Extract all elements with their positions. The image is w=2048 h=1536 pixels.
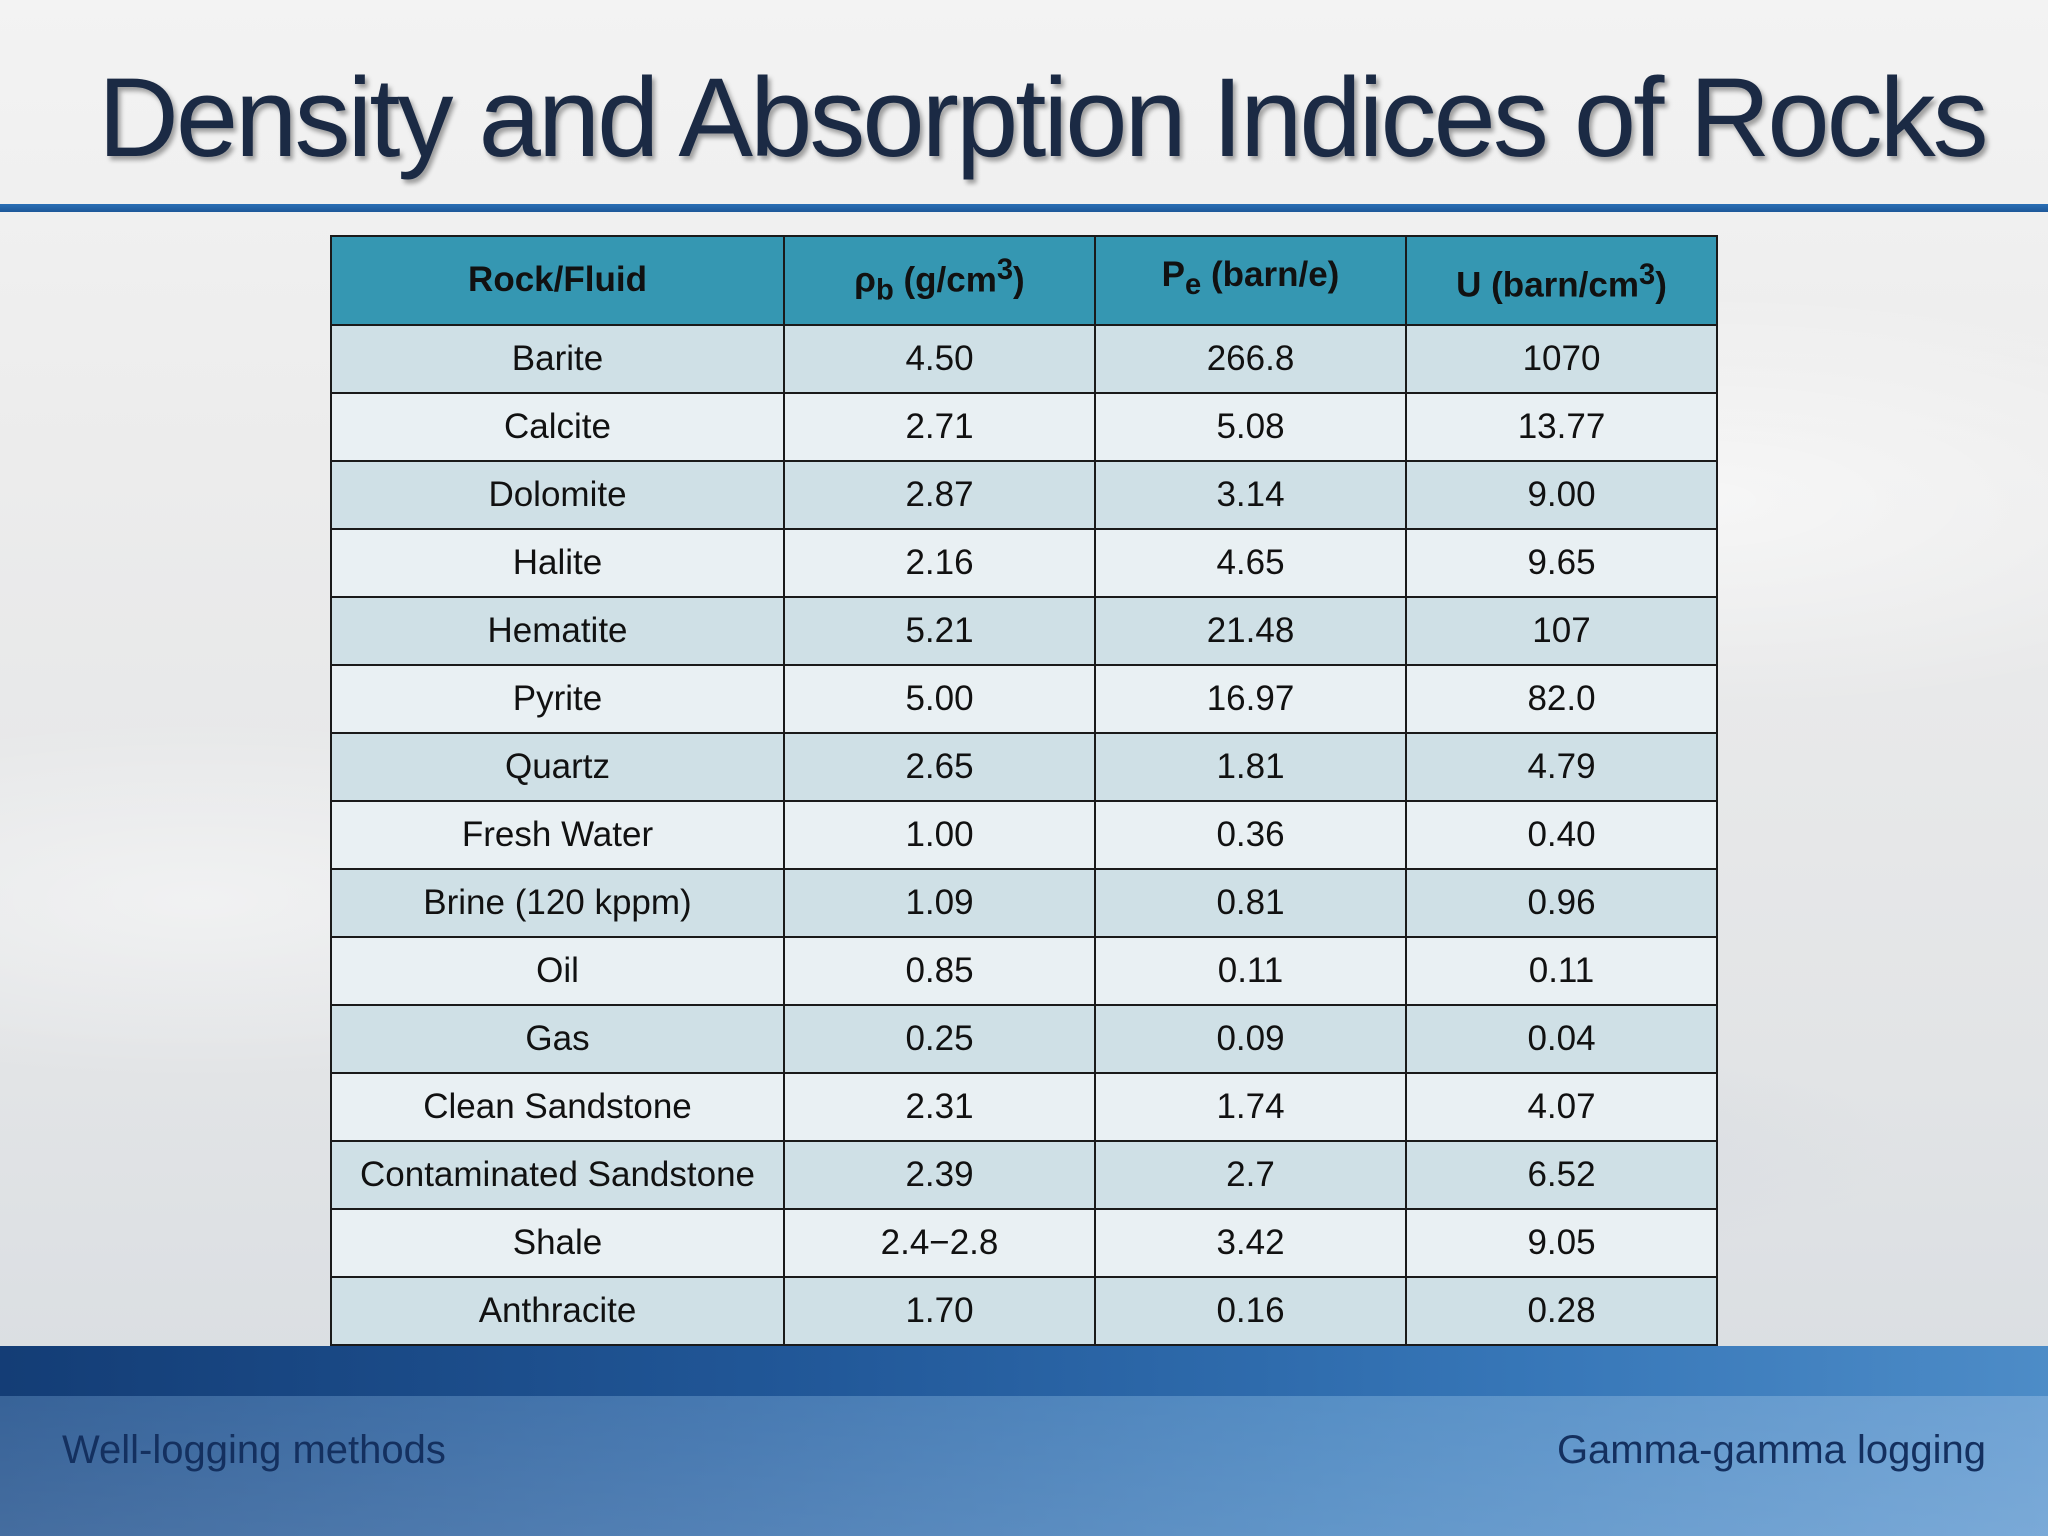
cell-rock-name: Quartz: [330, 731, 785, 802]
cell-density: 4.50: [783, 323, 1096, 394]
cell-density: 1.00: [783, 799, 1096, 870]
cell-rock-name: Halite: [330, 527, 785, 598]
header-density-subscript: b: [875, 274, 894, 307]
cell-rock-name: Contaminated Sandstone: [330, 1139, 785, 1210]
cell-pe: 5.08: [1094, 391, 1407, 462]
header-density-superscript: 3: [996, 254, 1014, 286]
cell-u: 4.07: [1405, 1071, 1718, 1142]
header-pe-unit: (barn/e): [1201, 255, 1340, 295]
table-row: Pyrite 5.00 16.97 82.0: [330, 663, 1718, 734]
header-u-close: ): [1655, 265, 1667, 305]
cell-u: 6.52: [1405, 1139, 1718, 1210]
cell-u: 9.05: [1405, 1207, 1718, 1278]
table-row: Shale 2.4−2.8 3.42 9.05: [330, 1207, 1718, 1278]
cell-density: 5.00: [783, 663, 1096, 734]
cell-u: 107: [1405, 595, 1718, 666]
cell-rock-name: Gas: [330, 1003, 785, 1074]
table-row: Hematite 5.21 21.48 107: [330, 595, 1718, 666]
cell-density: 1.09: [783, 867, 1096, 938]
cell-u: 0.11: [1405, 935, 1718, 1006]
cell-pe: 266.8: [1094, 323, 1407, 394]
cell-pe: 21.48: [1094, 595, 1407, 666]
cell-density: 2.4−2.8: [783, 1207, 1096, 1278]
cell-pe: 1.81: [1094, 731, 1407, 802]
header-u-label: U (barn/cm: [1456, 265, 1639, 305]
cell-pe: 3.42: [1094, 1207, 1407, 1278]
table-row: Barite 4.50 266.8 1070: [330, 323, 1718, 394]
cell-density: 2.65: [783, 731, 1096, 802]
cell-density: 0.25: [783, 1003, 1096, 1074]
cell-rock-name: Anthracite: [330, 1275, 785, 1346]
cell-density: 2.87: [783, 459, 1096, 530]
header-density-close: ): [1013, 260, 1025, 300]
rock-properties-table: Rock/Fluid ρb (g/cm3) Pe (barn/e) U (bar…: [330, 235, 1718, 1346]
cell-u: 0.28: [1405, 1275, 1718, 1346]
table-container: Rock/Fluid ρb (g/cm3) Pe (barn/e) U (bar…: [330, 235, 1718, 1346]
header-density-unit: (g/cm: [893, 260, 997, 300]
header-u-superscript: 3: [1638, 259, 1656, 291]
cell-u: 1070: [1405, 323, 1718, 394]
header-u: U (barn/cm3): [1405, 235, 1718, 326]
cell-rock-name: Pyrite: [330, 663, 785, 734]
cell-density: 2.71: [783, 391, 1096, 462]
table-row: Calcite 2.71 5.08 13.77: [330, 391, 1718, 462]
cell-u: 4.79: [1405, 731, 1718, 802]
table-row: Brine (120 kppm) 1.09 0.81 0.96: [330, 867, 1718, 938]
cell-density: 2.39: [783, 1139, 1096, 1210]
cell-u: 0.04: [1405, 1003, 1718, 1074]
cell-u: 0.40: [1405, 799, 1718, 870]
cell-rock-name: Dolomite: [330, 459, 785, 530]
cell-rock-name: Barite: [330, 323, 785, 394]
cell-pe: 0.81: [1094, 867, 1407, 938]
cell-density: 2.31: [783, 1071, 1096, 1142]
slide-title: Density and Absorption Indices of Rocks: [98, 55, 1989, 180]
table-row: Halite 2.16 4.65 9.65: [330, 527, 1718, 598]
cell-pe: 0.16: [1094, 1275, 1407, 1346]
table-row: Oil 0.85 0.11 0.11: [330, 935, 1718, 1006]
cell-pe: 1.74: [1094, 1071, 1407, 1142]
cell-rock-name: Clean Sandstone: [330, 1071, 785, 1142]
header-pe: Pe (barn/e): [1094, 235, 1407, 326]
table-row: Gas 0.25 0.09 0.04: [330, 1003, 1718, 1074]
header-density-symbol: ρ: [854, 260, 876, 300]
cell-u: 13.77: [1405, 391, 1718, 462]
footer-course-title: Well-logging methods: [62, 1428, 446, 1472]
footer-band: [0, 1346, 2048, 1536]
cell-rock-name: Fresh Water: [330, 799, 785, 870]
cell-u: 0.96: [1405, 867, 1718, 938]
table-row: Fresh Water 1.00 0.36 0.40: [330, 799, 1718, 870]
cell-pe: 0.11: [1094, 935, 1407, 1006]
cell-pe: 2.7: [1094, 1139, 1407, 1210]
cell-rock-name: Brine (120 kppm): [330, 867, 785, 938]
cell-pe: 0.09: [1094, 1003, 1407, 1074]
cell-pe: 16.97: [1094, 663, 1407, 734]
cell-u: 82.0: [1405, 663, 1718, 734]
cell-pe: 4.65: [1094, 527, 1407, 598]
cell-u: 9.00: [1405, 459, 1718, 530]
cell-u: 9.65: [1405, 527, 1718, 598]
cell-rock-name: Shale: [330, 1207, 785, 1278]
table-row: Contaminated Sandstone 2.39 2.7 6.52: [330, 1139, 1718, 1210]
footer-topic-title: Gamma-gamma logging: [1556, 1428, 1986, 1472]
header-pe-symbol: P: [1161, 255, 1186, 295]
cell-pe: 3.14: [1094, 459, 1407, 530]
header-rock-fluid-label: Rock/Fluid: [468, 260, 647, 300]
title-divider: [0, 204, 2048, 212]
table-row: Anthracite 1.70 0.16 0.28: [330, 1275, 1718, 1346]
header-density: ρb (g/cm3): [783, 235, 1096, 326]
header-pe-subscript: e: [1185, 269, 1202, 302]
cell-density: 5.21: [783, 595, 1096, 666]
cell-rock-name: Calcite: [330, 391, 785, 462]
cell-density: 1.70: [783, 1275, 1096, 1346]
cell-density: 0.85: [783, 935, 1096, 1006]
cell-rock-name: Oil: [330, 935, 785, 1006]
table-row: Clean Sandstone 2.31 1.74 4.07: [330, 1071, 1718, 1142]
cell-rock-name: Hematite: [330, 595, 785, 666]
table-row: Dolomite 2.87 3.14 9.00: [330, 459, 1718, 530]
cell-density: 2.16: [783, 527, 1096, 598]
header-rock-fluid: Rock/Fluid: [330, 235, 785, 326]
table-row: Quartz 2.65 1.81 4.79: [330, 731, 1718, 802]
cell-pe: 0.36: [1094, 799, 1407, 870]
table-header-row: Rock/Fluid ρb (g/cm3) Pe (barn/e) U (bar…: [330, 235, 1718, 326]
